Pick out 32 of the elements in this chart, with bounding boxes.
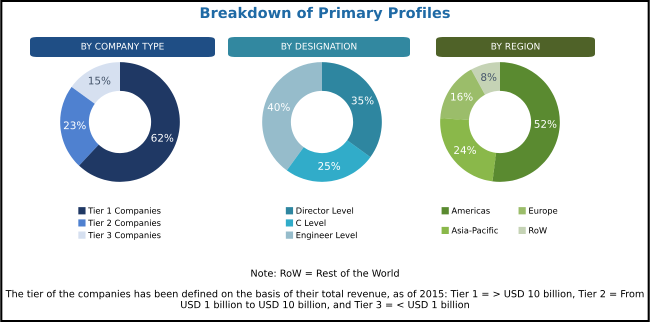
text: The tier of the companies has been defined on the basis of their total revenue, as of 2015: Tier 1 = > USD 10 billion, Tier 2 = From USD 1 billion to USD 10 billion, and Tier 3 = < USD 1 billion [6, 290, 644, 310]
legend-label: Director Level [296, 207, 354, 214]
legend-label: C Level [296, 220, 326, 226]
donut-slice [60, 86, 99, 166]
legend-label: RoW [529, 227, 547, 234]
chart-title: BY DESIGNATION [282, 42, 356, 50]
text: Note: RoW = Rest of the World [251, 269, 399, 277]
data-label: 25% [318, 162, 340, 170]
data-label: 15% [88, 76, 110, 84]
legend-label: Tier 3 Companies [88, 232, 161, 240]
legend-label: Asia-Pacific [452, 227, 498, 234]
legend-label: Tier 2 Companies [88, 220, 161, 228]
data-label: 8% [481, 73, 496, 81]
data-label: 35% [352, 96, 374, 104]
donut-slice [286, 140, 370, 182]
data-label: 16% [451, 92, 473, 101]
data-label: 24% [454, 146, 476, 154]
data-label: 23% [64, 121, 86, 130]
legend-label: Europe [529, 208, 558, 216]
data-label: 52% [534, 120, 556, 128]
donut-slice [440, 118, 496, 182]
legend-label: Tier 1 Companies [88, 207, 161, 216]
chart-title: BY COMPANY TYPE [82, 42, 164, 50]
chart-title: BY REGION [492, 42, 540, 50]
legend-label: Americas [452, 207, 490, 214]
donut-slice [471, 62, 500, 95]
data-label: 62% [151, 134, 174, 142]
data-label: 40% [268, 103, 290, 111]
donut-slice [72, 62, 120, 104]
legend-label: Engineer Level [296, 232, 357, 240]
text: Breakdown of Primary Profiles [200, 6, 450, 22]
donut-slice [322, 62, 382, 158]
